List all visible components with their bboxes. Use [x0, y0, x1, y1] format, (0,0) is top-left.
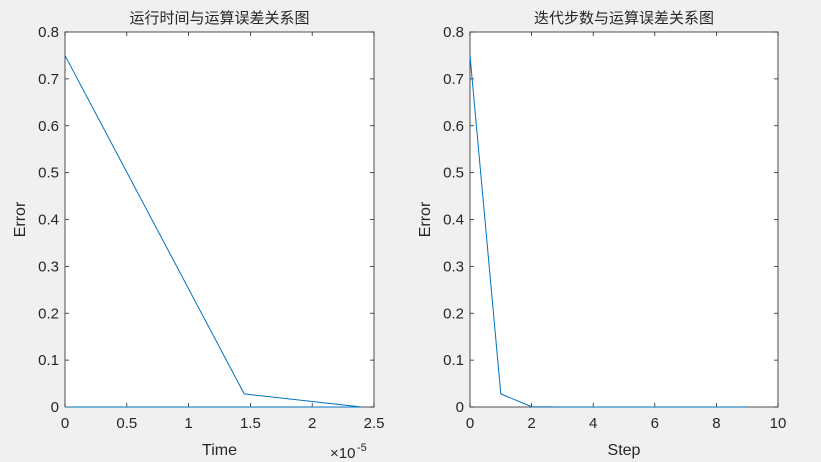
x-tick-label: 1.5: [240, 415, 261, 432]
series-line: [469, 55, 748, 408]
x-axis-label: Time: [202, 442, 237, 459]
y-tick-label: 0.7: [443, 71, 464, 88]
x-tick-label: 2: [308, 415, 316, 432]
chart-step-error: 0 0.1 0.2 0.3 0.4 0.5 0.6 0.7 0.8 0 2 4 6 8 10 迭代步数与运算误…: [417, 9, 786, 459]
plot-area: [469, 31, 779, 408]
y-tick-label: 0.6: [38, 118, 59, 135]
x-exponent-base: ×10: [330, 445, 355, 462]
y-axis-label: Error: [12, 201, 29, 237]
x-tick-label: 8: [712, 415, 720, 432]
plot-area: [64, 31, 375, 408]
x-tick-label: 2: [527, 415, 535, 432]
y-tick-label: 0.8: [443, 24, 464, 41]
chart-title: 迭代步数与运算误差关系图: [534, 9, 714, 27]
x-tick-label: 6: [651, 415, 659, 432]
x-tick-label: 0.5: [116, 415, 137, 432]
y-tick-label: 0.2: [38, 305, 59, 322]
y-tick-label: 0.5: [443, 165, 464, 182]
y-tick-label: 0.2: [443, 305, 464, 322]
y-tick-label: 0.3: [443, 258, 464, 275]
y-tick-label: 0.5: [38, 165, 59, 182]
x-tick-label: 0: [61, 415, 69, 432]
y-tick-label: 0.3: [38, 258, 59, 275]
y-tick-label: 0.1: [443, 352, 464, 369]
x-exponent-power: -5: [357, 442, 367, 454]
y-axis-label: Error: [417, 201, 434, 237]
series-line: [64, 55, 362, 408]
y-tick-label: 0.7: [38, 71, 59, 88]
y-tick-label: 0.4: [38, 212, 59, 229]
x-tick-label: 1: [184, 415, 192, 432]
y-tick-label: 0.1: [38, 352, 59, 369]
x-axis-label: Step: [608, 442, 641, 459]
y-tick-label: 0.4: [443, 212, 464, 229]
x-tick-label: 4: [589, 415, 597, 432]
chart-time-error: 0 0.1 0.2 0.3 0.4 0.5 0.6 0.7 0.8 0 0.5 1 1.5 2 2.5 运行时…: [12, 9, 384, 462]
y-tick-label: 0: [51, 399, 59, 416]
y-tick-label: 0.8: [38, 24, 59, 41]
y-tick-label: 0: [456, 399, 464, 416]
x-tick-label: 10: [770, 415, 787, 432]
x-tick-label: 0: [466, 415, 474, 432]
x-tick-label: 2.5: [364, 415, 385, 432]
chart-title: 运行时间与运算误差关系图: [129, 9, 309, 27]
y-tick-label: 0.6: [443, 118, 464, 135]
